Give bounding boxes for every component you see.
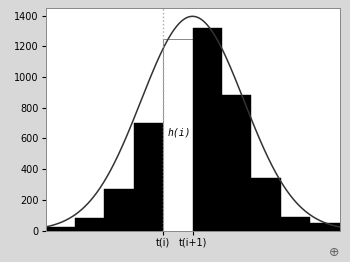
Bar: [46, 227, 75, 231]
Bar: [251, 178, 281, 231]
Text: h(i): h(i): [168, 127, 191, 137]
Bar: [310, 223, 340, 231]
Bar: [222, 95, 251, 231]
Text: ⊕: ⊕: [329, 246, 340, 259]
Bar: [281, 217, 310, 231]
Bar: [163, 39, 193, 231]
Bar: [104, 189, 134, 231]
Bar: [193, 28, 222, 231]
Bar: [134, 123, 163, 231]
Bar: [75, 218, 104, 231]
